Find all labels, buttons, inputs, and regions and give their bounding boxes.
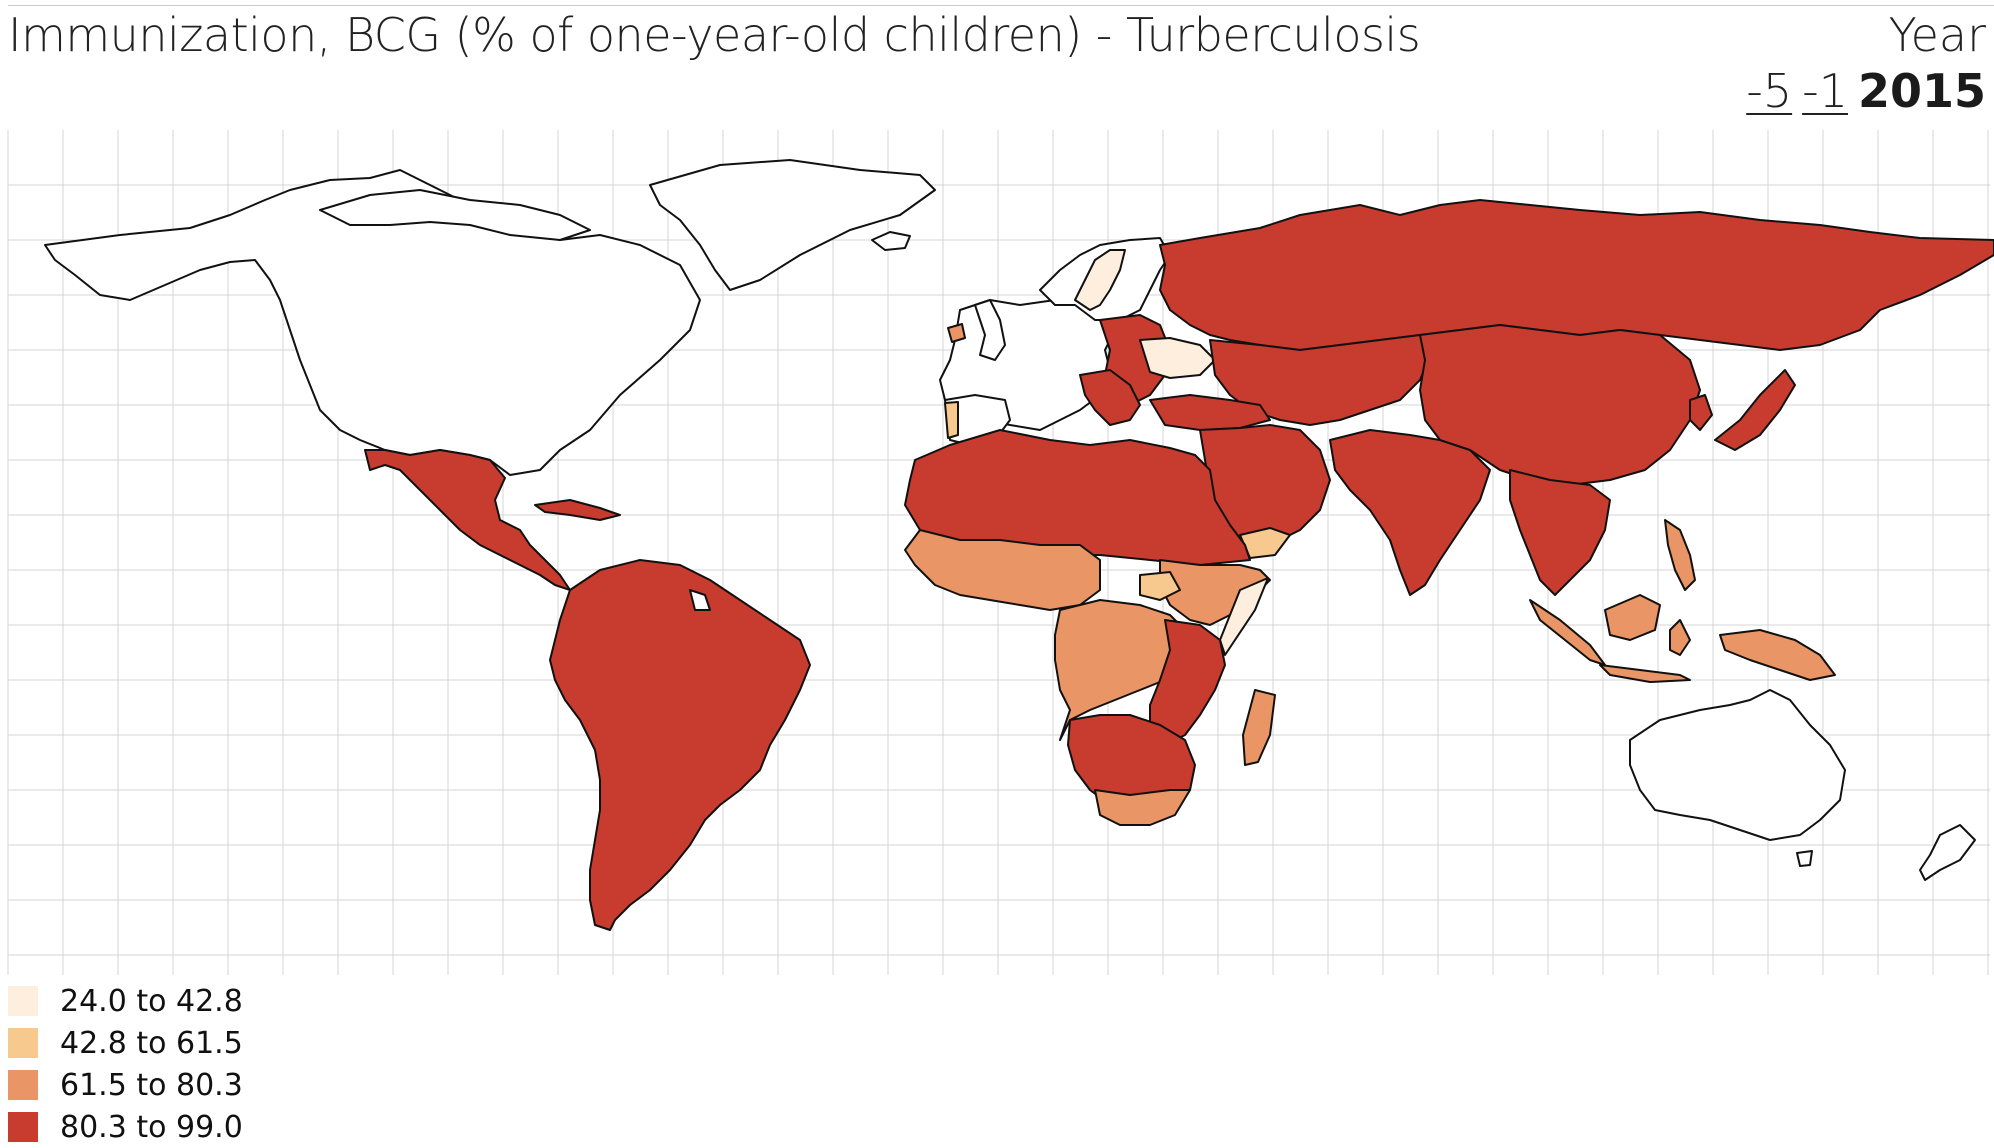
country-balkans[interactable] xyxy=(1079,369,1141,426)
country-indonesia-sumatra[interactable] xyxy=(1529,599,1606,666)
country-greenland[interactable] xyxy=(649,159,936,291)
country-north-america[interactable] xyxy=(44,169,701,476)
legend-item: 24.0 to 42.8 xyxy=(8,980,243,1022)
country-west-africa[interactable] xyxy=(904,529,1101,611)
country-south-sudan[interactable] xyxy=(1139,571,1181,601)
country-east-africa[interactable] xyxy=(1149,619,1226,746)
legend-swatch xyxy=(8,1070,38,1100)
legend-label: 42.8 to 61.5 xyxy=(60,1025,243,1061)
country-caribbean[interactable] xyxy=(534,499,621,521)
country-iceland[interactable] xyxy=(871,231,911,251)
country-turkey[interactable] xyxy=(1149,394,1271,431)
country-india[interactable] xyxy=(1329,429,1491,596)
legend-item: 80.3 to 99.0 xyxy=(8,1106,243,1148)
country-korea[interactable] xyxy=(1689,394,1713,431)
country-indonesia[interactable] xyxy=(1599,594,1691,683)
country-south-america[interactable] xyxy=(549,559,811,931)
country-russia[interactable] xyxy=(1159,199,1994,351)
map-legend: 24.0 to 42.8 42.8 to 61.5 61.5 to 80.3 8… xyxy=(8,980,243,1148)
legend-label: 61.5 to 80.3 xyxy=(60,1067,243,1103)
year-back-1-link[interactable]: -1 xyxy=(1802,64,1848,118)
country-mexico-central-america[interactable] xyxy=(364,449,571,591)
country-sweden[interactable] xyxy=(1074,249,1126,311)
legend-swatch xyxy=(8,1112,38,1142)
legend-swatch xyxy=(8,986,38,1016)
country-guianas[interactable] xyxy=(689,589,711,611)
country-australia[interactable] xyxy=(1629,689,1846,841)
legend-swatch xyxy=(8,1028,38,1058)
current-year: 2015 xyxy=(1857,64,1986,118)
country-arctic-islands[interactable] xyxy=(319,189,591,241)
country-madagascar[interactable] xyxy=(1242,689,1276,766)
legend-item: 42.8 to 61.5 xyxy=(8,1022,243,1064)
page-title: Immunization, BCG (% of one-year-old chi… xyxy=(8,8,1421,62)
top-divider xyxy=(8,5,1994,6)
legend-label: 24.0 to 42.8 xyxy=(60,983,243,1019)
country-south-africa[interactable] xyxy=(1094,789,1191,826)
country-ireland[interactable] xyxy=(947,323,966,343)
legend-label: 80.3 to 99.0 xyxy=(60,1109,243,1145)
country-portugal[interactable] xyxy=(944,401,959,439)
country-tasmania[interactable] xyxy=(1796,850,1813,867)
legend-item: 61.5 to 80.3 xyxy=(8,1064,243,1106)
country-new-zealand[interactable] xyxy=(1919,824,1976,881)
country-japan[interactable] xyxy=(1714,369,1796,451)
year-label: Year xyxy=(1888,8,1986,62)
country-china[interactable] xyxy=(1419,324,1701,486)
year-back-5-link[interactable]: -5 xyxy=(1746,64,1793,118)
country-southeast-asia[interactable] xyxy=(1509,469,1611,596)
country-ukraine[interactable] xyxy=(1139,337,1216,379)
country-central-africa[interactable] xyxy=(1054,599,1191,741)
year-controls: -5 -1 2015 xyxy=(1746,64,1986,118)
country-uk[interactable] xyxy=(974,299,1006,361)
country-philippines[interactable] xyxy=(1664,519,1696,591)
country-papua-new-guinea[interactable] xyxy=(1719,629,1836,681)
